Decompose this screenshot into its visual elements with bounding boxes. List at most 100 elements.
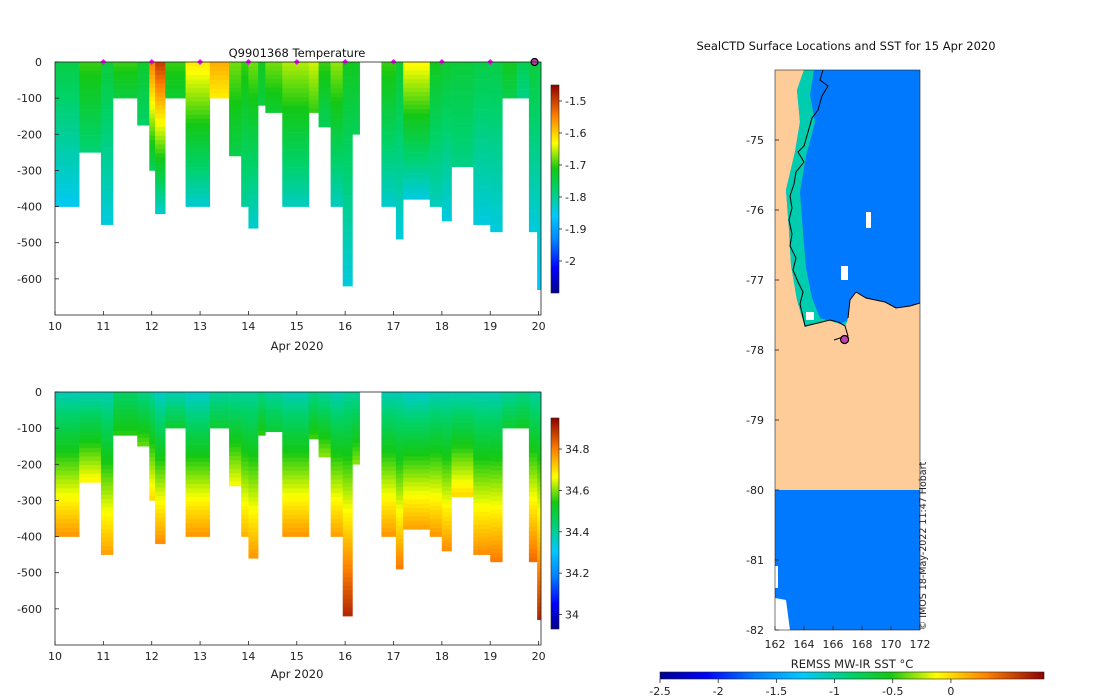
profile-cell — [55, 462, 80, 467]
profile-cell — [185, 532, 211, 537]
profile-cell — [473, 203, 491, 208]
profile-cell — [79, 422, 102, 427]
y-tick-label: -78 — [746, 344, 764, 357]
profile-cell — [451, 413, 474, 419]
profile-cell — [185, 396, 211, 402]
profile-cell — [308, 70, 319, 75]
profile-cell — [185, 140, 211, 146]
profile-cell — [149, 140, 156, 145]
profile-cell — [308, 426, 319, 431]
profile-cell — [79, 126, 102, 132]
profile-cell — [537, 422, 542, 427]
profile-cell — [451, 110, 474, 115]
profile-cell — [441, 195, 452, 200]
profile-cell — [248, 92, 259, 98]
profile-cell — [528, 166, 538, 172]
profile-cell — [165, 423, 186, 429]
profile-cell — [403, 139, 431, 144]
profile-cell — [537, 568, 542, 573]
profile-cell — [282, 497, 310, 502]
profile-cell — [258, 62, 266, 67]
profile-cell — [403, 396, 431, 401]
profile-cell — [155, 70, 166, 76]
profile-cell — [490, 435, 503, 441]
profile-cell — [185, 514, 211, 520]
profile-cell — [165, 84, 186, 90]
profile-cell — [241, 457, 249, 463]
seal-location-marker — [839, 334, 850, 345]
profile-cell — [490, 223, 503, 228]
profile-cell — [185, 400, 211, 406]
profile-cell — [79, 62, 102, 67]
profile-cell — [528, 162, 538, 167]
profile-cell — [473, 413, 491, 418]
profile-cell — [155, 174, 166, 180]
profile-cell — [395, 551, 404, 557]
profile-cell — [100, 113, 114, 118]
profile-cell — [342, 504, 353, 509]
profile-cell — [352, 447, 360, 452]
profile-cell — [185, 114, 211, 120]
profile-cell — [473, 439, 491, 444]
profile-cell — [403, 100, 431, 106]
profile-cell — [342, 594, 353, 600]
profile-cell — [241, 497, 249, 502]
profile-cell — [537, 559, 542, 565]
profile-cell — [229, 413, 242, 418]
profile-cell — [248, 110, 259, 115]
profile-cell — [241, 118, 249, 124]
profile-cell — [403, 182, 431, 187]
profile-cell — [55, 180, 80, 185]
profile-cell — [241, 405, 249, 410]
profile-cell — [381, 171, 397, 177]
profile-cell — [282, 145, 310, 150]
profile-cell — [229, 74, 242, 80]
profile-cell — [100, 404, 114, 410]
profile-cell — [248, 488, 259, 493]
profile-cell — [451, 392, 474, 397]
profile-cell — [55, 427, 80, 432]
profile-cell — [490, 452, 503, 458]
profile-cell — [55, 392, 80, 397]
profile-cell — [155, 118, 166, 124]
profile-cell — [100, 160, 114, 166]
profile-cell — [473, 91, 491, 97]
profile-cell — [229, 66, 242, 71]
profile-cell — [429, 523, 443, 529]
colorbar-tick-label: -0.5 — [882, 685, 903, 698]
profile-cell — [352, 121, 360, 127]
profile-cell — [490, 205, 503, 211]
profile-cell — [185, 422, 211, 428]
profile-cell — [229, 438, 242, 444]
profile-cell — [395, 487, 404, 492]
profile-cell — [490, 535, 503, 541]
profile-cell — [352, 96, 360, 101]
profile-cell — [352, 392, 360, 397]
profile-cell — [185, 418, 211, 423]
profile-cell — [429, 132, 443, 137]
profile-cell — [441, 499, 452, 505]
profile-cell — [451, 405, 474, 410]
profile-cell — [185, 427, 211, 432]
profile-cell — [381, 110, 397, 115]
profile-cell — [185, 132, 211, 137]
profile-cell — [308, 404, 319, 410]
profile-cell — [265, 83, 283, 88]
profile-cell — [100, 546, 114, 551]
profile-cell — [55, 140, 80, 146]
profile-cell — [441, 74, 452, 80]
profile-cell — [473, 447, 491, 453]
profile-cell — [185, 202, 211, 207]
profile-cell — [537, 520, 542, 526]
profile-cell — [342, 577, 353, 582]
profile-cell — [395, 512, 404, 518]
profile-cell — [113, 89, 138, 94]
profile-cell — [429, 136, 443, 142]
profile-cell — [537, 199, 542, 205]
profile-cell — [441, 70, 452, 76]
profile-cell — [248, 435, 259, 441]
profile-cell — [342, 208, 353, 214]
profile-cell — [473, 134, 491, 140]
profile-cell — [282, 162, 310, 168]
profile-cell — [441, 79, 452, 84]
